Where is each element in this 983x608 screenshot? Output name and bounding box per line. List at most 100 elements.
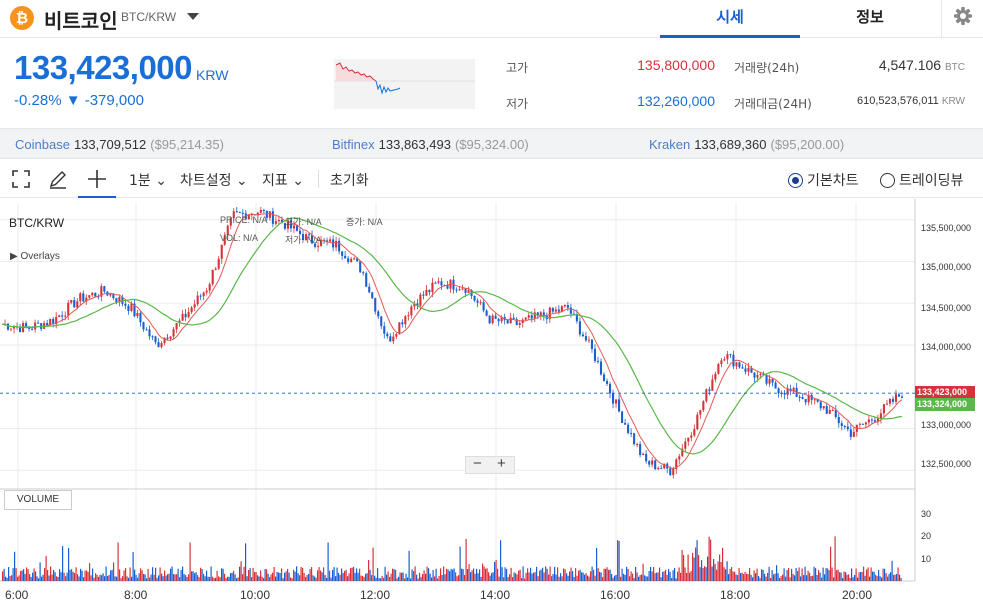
candle-body bbox=[518, 323, 521, 325]
exchange-bitfinex[interactable]: Bitfinex 133,863,493 ($95,324.00) bbox=[332, 137, 529, 152]
volume-bar bbox=[425, 573, 427, 581]
volume-bar bbox=[743, 573, 745, 581]
candle-body bbox=[624, 422, 627, 425]
volume-bar bbox=[491, 573, 493, 581]
volume-bar bbox=[144, 574, 146, 581]
volume-bar bbox=[740, 573, 742, 581]
volume-bar bbox=[24, 573, 26, 581]
exchange-usd: ($95,214.35) bbox=[150, 137, 224, 152]
volume-bar bbox=[749, 567, 751, 581]
volume-bar bbox=[432, 569, 434, 581]
volume-bar bbox=[834, 536, 836, 581]
candle-body bbox=[572, 313, 575, 315]
volume-bar bbox=[774, 573, 776, 581]
current-price: 133,423,000 bbox=[14, 49, 193, 86]
candle-body bbox=[816, 399, 819, 402]
exchange-coinbase[interactable]: Coinbase 133,709,512 ($95,214.35) bbox=[15, 137, 224, 152]
moving-average-short-line bbox=[1, 212, 903, 470]
candle-body bbox=[371, 292, 374, 299]
candle-body bbox=[554, 309, 557, 312]
volume-bar bbox=[162, 576, 164, 581]
overlays-toggle[interactable]: ▶ Overlays bbox=[10, 251, 60, 262]
volume-bar bbox=[338, 572, 340, 581]
volume-bar bbox=[402, 572, 404, 581]
volume-bar bbox=[5, 576, 7, 581]
candle-body bbox=[831, 409, 834, 411]
volume-bar bbox=[842, 578, 844, 581]
candle-body bbox=[115, 298, 118, 303]
volume-bar bbox=[87, 571, 89, 581]
candle-body bbox=[590, 339, 594, 349]
basic-chart-option[interactable]: 기본차트 bbox=[788, 170, 859, 190]
volume-bar bbox=[879, 576, 881, 581]
candle-body bbox=[723, 359, 726, 361]
chart-settings-menu[interactable]: 차트설정 ⌄ bbox=[180, 170, 248, 190]
zoom-in-button[interactable]: + bbox=[497, 455, 506, 472]
candle-body bbox=[329, 239, 332, 242]
volume-bar bbox=[707, 556, 709, 581]
candle-body bbox=[313, 243, 317, 247]
volume-bar bbox=[474, 573, 476, 581]
volume-bar bbox=[741, 572, 743, 581]
indicators-menu[interactable]: 지표 ⌄ bbox=[262, 170, 304, 190]
tab-quote[interactable]: 시세 bbox=[660, 0, 800, 38]
ohlc-label: PRICE: bbox=[220, 215, 251, 225]
volume-bar bbox=[224, 573, 226, 581]
volume-bar bbox=[276, 571, 278, 581]
volume-bar bbox=[114, 576, 116, 581]
volume-bar bbox=[626, 566, 628, 581]
y-tick-label: 133,000,000 bbox=[921, 420, 972, 430]
candle-body bbox=[738, 362, 741, 368]
candle-body bbox=[283, 223, 286, 229]
zoom-out-button[interactable]: − bbox=[473, 455, 482, 472]
candle-body bbox=[226, 225, 229, 236]
candle-body bbox=[169, 336, 172, 339]
volume-bar bbox=[461, 568, 463, 581]
candle-body bbox=[46, 322, 49, 326]
crosshair-icon[interactable] bbox=[85, 167, 109, 191]
candle-body bbox=[593, 348, 597, 361]
volume-bar bbox=[192, 571, 194, 581]
volume-bar bbox=[750, 574, 752, 581]
price-chart[interactable]: BTC/KRW PRICE: N/A 고가: N/A 증가: N/A VOL: … bbox=[0, 199, 983, 608]
volume-bar bbox=[609, 569, 611, 581]
tradingview-option[interactable]: 트레이딩뷰 bbox=[880, 170, 963, 190]
volume-bar bbox=[462, 569, 464, 581]
candle-body bbox=[356, 258, 359, 262]
candle-body bbox=[265, 210, 268, 218]
fullscreen-icon[interactable] bbox=[9, 167, 33, 191]
volume-bar bbox=[404, 578, 406, 581]
pencil-icon[interactable] bbox=[46, 167, 70, 191]
volume-bar bbox=[435, 568, 437, 581]
volume-bar bbox=[455, 572, 457, 581]
volume-bar bbox=[150, 574, 152, 581]
volume-bar bbox=[354, 572, 356, 581]
volume-bar bbox=[204, 576, 206, 581]
volume-bar bbox=[12, 568, 14, 581]
volume-bar bbox=[806, 575, 808, 581]
candle-body bbox=[217, 258, 220, 269]
volume-bar bbox=[299, 575, 301, 581]
exchange-kraken[interactable]: Kraken 133,689,360 ($95,200.00) bbox=[649, 137, 844, 152]
tab-info[interactable]: 정보 bbox=[856, 8, 884, 26]
volume-bar bbox=[657, 572, 659, 581]
volume-bar bbox=[680, 572, 682, 581]
volume-bar bbox=[761, 569, 763, 581]
candle-body bbox=[711, 379, 714, 391]
volume-bar bbox=[419, 572, 421, 581]
candle-body bbox=[636, 444, 639, 446]
candle-body bbox=[705, 389, 708, 402]
volume-bar bbox=[651, 571, 653, 581]
volume-bar bbox=[314, 576, 316, 581]
settings-button[interactable] bbox=[941, 0, 983, 38]
candle-body bbox=[145, 329, 148, 331]
chevron-down-icon[interactable] bbox=[187, 13, 199, 20]
volume-panel-label[interactable]: VOLUME bbox=[4, 490, 72, 510]
reset-button[interactable]: 초기화 bbox=[330, 173, 369, 189]
volume-bar bbox=[504, 567, 506, 581]
interval-select[interactable]: 1분 ⌄ bbox=[129, 170, 167, 190]
volume-bar bbox=[476, 568, 478, 581]
volume-bar bbox=[512, 577, 514, 581]
volume-bar bbox=[171, 566, 173, 581]
volume-bar bbox=[176, 574, 178, 581]
